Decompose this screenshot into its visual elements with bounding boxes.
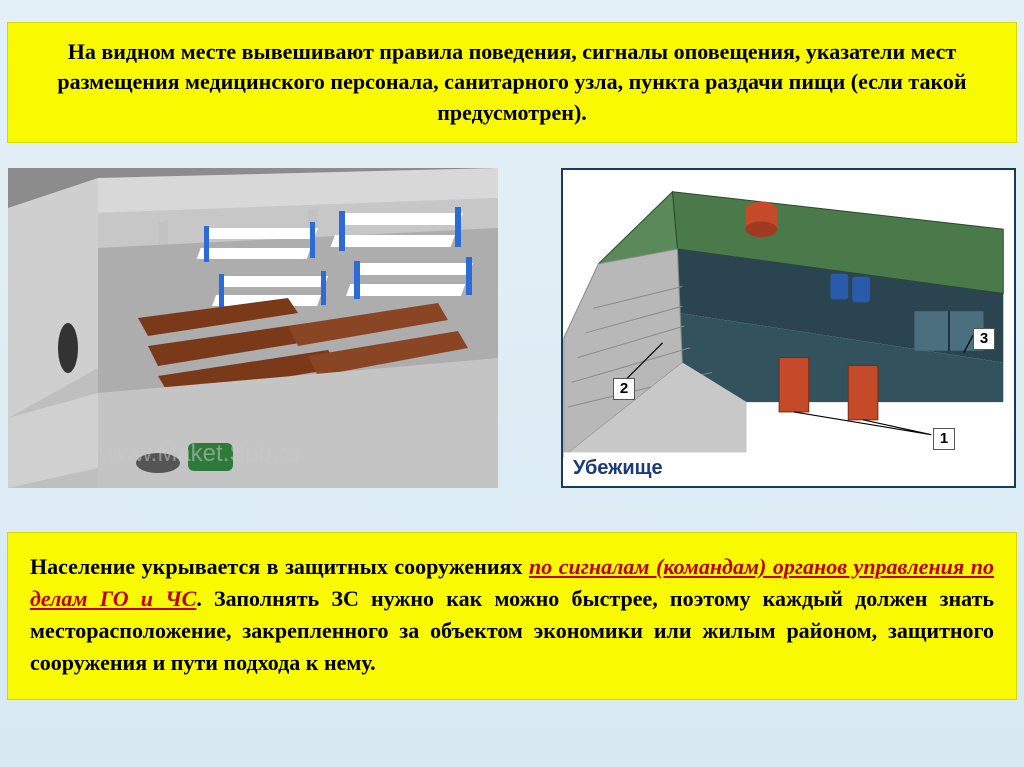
callout-2: 2: [613, 378, 635, 400]
images-row: www.Maket.Spb.ru: [0, 168, 1024, 498]
bottom-text-part1: Население укрывается в защитных сооружен…: [30, 554, 529, 579]
watermark-text: www.Maket.Spb.ru: [100, 440, 300, 468]
callout-1: 1: [933, 428, 955, 450]
top-info-text: На видном месте вывешивают правила повед…: [57, 39, 966, 125]
bottom-info-box: Население укрывается в защитных сооружен…: [7, 532, 1017, 700]
callout-3: 3: [973, 328, 995, 350]
top-info-box: На видном месте вывешивают правила повед…: [7, 22, 1017, 143]
shelter-interior-model: www.Maket.Spb.ru: [8, 168, 498, 488]
shelter-label: Убежище: [573, 457, 663, 480]
shelter-cutaway-diagram: 1 2 3 Убежище: [561, 168, 1016, 488]
